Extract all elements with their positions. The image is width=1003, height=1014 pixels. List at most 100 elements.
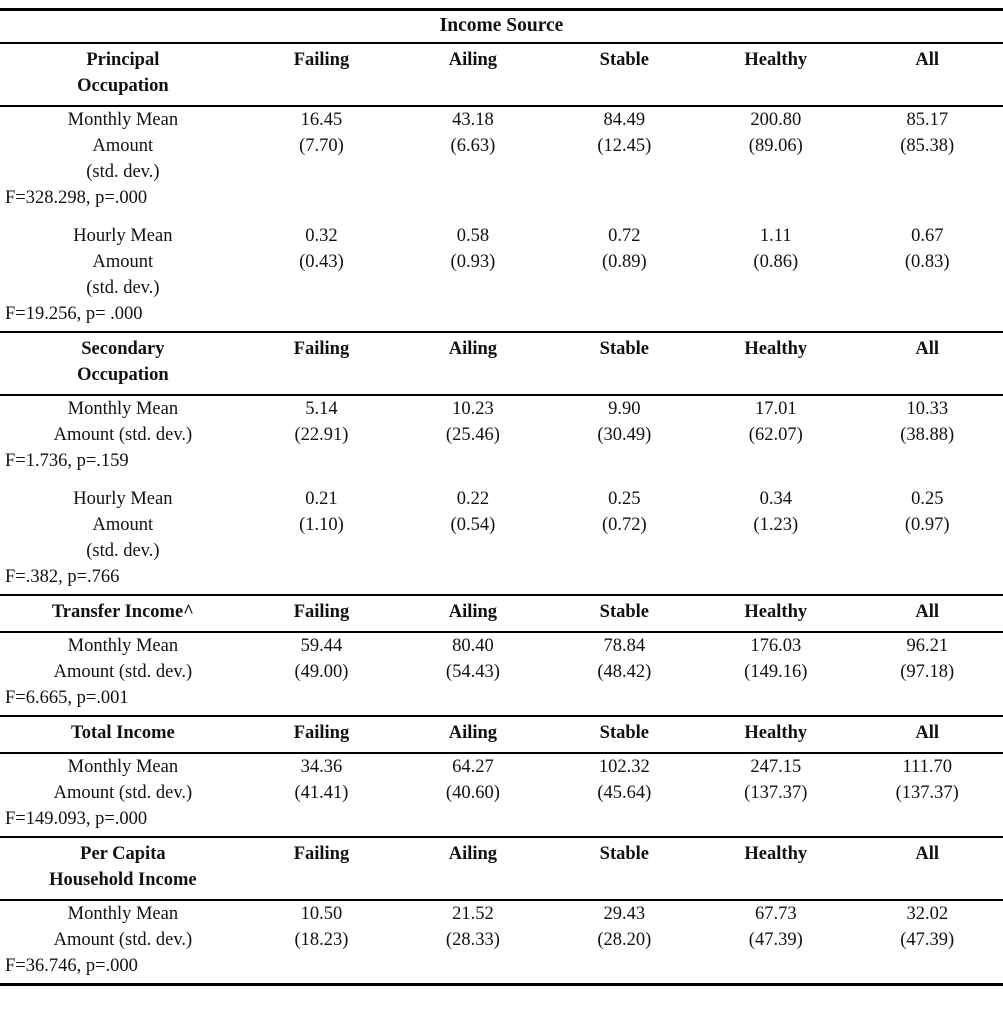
row-label: Monthly Mean — [67, 636, 179, 656]
cell-mean: 10.50 — [300, 904, 343, 924]
cell-mean: 102.32 — [598, 757, 650, 777]
table-title-section: Income Source — [0, 8, 1003, 44]
row-label: Amount (std. dev.) — [53, 662, 193, 682]
table-row: Monthly Mean 16.45 43.18 84.49 200.80 85… — [0, 106, 1003, 133]
cell-mean: 84.49 — [603, 110, 646, 130]
column-header-failing: Failing — [245, 42, 398, 107]
stat-row: F=149.093, p=.000 — [0, 806, 1003, 837]
row-label: Amount (std. dev.) — [53, 783, 193, 803]
empty-cell — [246, 538, 397, 564]
cell-stddev: (47.39) — [748, 930, 803, 950]
cell-stddev: (40.60) — [445, 783, 500, 803]
cell-mean: 0.25 — [911, 489, 944, 509]
row-label: Hourly Mean — [73, 489, 173, 509]
cell-mean: 16.45 — [300, 110, 343, 130]
cell-mean: 0.58 — [456, 226, 490, 246]
empty-cell — [246, 275, 397, 301]
cell-stddev: (6.63) — [450, 136, 496, 156]
cell-stddev: (38.88) — [900, 425, 955, 445]
cell-mean: 32.02 — [906, 904, 949, 924]
cell-stddev: (1.23) — [753, 515, 799, 535]
row-label: (std. dev.) — [86, 278, 160, 298]
empty-cell — [246, 159, 397, 185]
column-header-ailing: Ailing — [397, 836, 549, 901]
cell-stddev: (0.97) — [904, 515, 950, 535]
f-statistic: F=36.746, p=.000 — [0, 953, 1003, 986]
cell-mean: 43.18 — [452, 110, 494, 130]
cell-mean: 21.52 — [452, 904, 494, 924]
table-row: (std. dev.) — [0, 159, 1003, 185]
row-label: Amount (std. dev.) — [53, 425, 193, 445]
stat-row: F=.382, p=.766 — [0, 564, 1003, 595]
cell-mean: 0.32 — [305, 226, 338, 246]
empty-cell — [397, 538, 548, 564]
row-label: (std. dev.) — [86, 541, 160, 561]
table-row: Amount (std. dev.) (49.00) (54.43) (48.4… — [0, 659, 1003, 685]
section-title: Principal Occupation — [0, 42, 246, 107]
table-row: (std. dev.) — [0, 275, 1003, 301]
column-header-healthy: Healthy — [700, 331, 852, 396]
section-header-row: Total Income Failing Ailing Stable Healt… — [0, 715, 1003, 754]
column-header-all: All — [851, 331, 1003, 396]
column-header-healthy: Healthy — [700, 836, 852, 901]
cell-stddev: (7.70) — [299, 136, 344, 156]
cell-stddev: (47.39) — [900, 930, 955, 950]
cell-stddev: (0.93) — [450, 252, 496, 272]
column-header-ailing: Ailing — [397, 594, 549, 633]
column-header-healthy: Healthy — [700, 594, 852, 633]
cell-mean: 80.40 — [452, 636, 494, 656]
section-title-line: Per Capita — [80, 844, 166, 864]
cell-mean: 0.34 — [759, 489, 792, 509]
cell-stddev: (41.41) — [294, 783, 349, 803]
table-row: Amount (std. dev.) (18.23) (28.33) (28.2… — [0, 927, 1003, 953]
cell-stddev: (48.42) — [597, 662, 652, 682]
column-header-stable: Stable — [548, 331, 701, 396]
row-label: Amount — [92, 515, 154, 535]
cell-mean: 29.43 — [603, 904, 646, 924]
f-statistic: F=1.736, p=.159 — [5, 451, 129, 471]
section-secondary-occupation: Secondary Occupation Failing Ailing Stab… — [0, 331, 1003, 595]
table-row: Monthly Mean 59.44 80.40 78.84 176.03 96… — [0, 632, 1003, 659]
section-header-row: Secondary Occupation Failing Ailing Stab… — [0, 331, 1003, 396]
cell-mean: 67.73 — [754, 904, 797, 924]
section-title-line: Household Income — [49, 870, 197, 890]
f-statistic: F=19.256, p= .000 — [5, 304, 143, 324]
cell-stddev: (137.37) — [744, 783, 808, 803]
section-header-row: Principal Occupation Failing Ailing Stab… — [0, 42, 1003, 107]
cell-stddev: (28.20) — [597, 930, 652, 950]
section-title: Secondary Occupation — [0, 331, 246, 396]
column-header-ailing: Ailing — [397, 331, 549, 396]
cell-mean: 0.22 — [456, 489, 490, 509]
table-row: Amount (std. dev.) (41.41) (40.60) (45.6… — [0, 780, 1003, 806]
cell-mean: 9.90 — [608, 399, 641, 419]
cell-mean: 1.11 — [759, 226, 792, 246]
column-header-healthy: Healthy — [700, 715, 852, 754]
cell-stddev: (89.06) — [748, 136, 803, 156]
f-statistic: F=328.298, p=.000 — [5, 188, 148, 208]
section-title-line: Secondary — [81, 339, 165, 359]
empty-cell — [852, 538, 1003, 564]
column-header-stable: Stable — [548, 836, 701, 901]
section-total-income: Total Income Failing Ailing Stable Healt… — [0, 715, 1003, 837]
table-row: Hourly Mean 0.21 0.22 0.25 0.34 0.25 — [0, 486, 1003, 512]
column-header-stable: Stable — [548, 594, 701, 633]
cell-stddev: (0.86) — [753, 252, 799, 272]
column-header-failing: Failing — [245, 715, 398, 754]
empty-cell — [549, 275, 700, 301]
row-label: (std. dev.) — [86, 162, 160, 182]
table-row: Hourly Mean 0.32 0.58 0.72 1.11 0.67 — [0, 223, 1003, 249]
column-header-ailing: Ailing — [397, 42, 549, 107]
cell-stddev: (62.07) — [748, 425, 803, 445]
cell-mean: 0.72 — [608, 226, 641, 246]
cell-stddev: (12.45) — [597, 136, 652, 156]
cell-mean: 10.23 — [452, 399, 494, 419]
section-title-line: Occupation — [77, 76, 169, 96]
cell-stddev: (149.16) — [744, 662, 808, 682]
document-page: Income Source Principal Occupation Faili… — [0, 8, 1003, 986]
section-header-row: Per Capita Household Income Failing Aili… — [0, 836, 1003, 901]
column-header-failing: Failing — [245, 594, 398, 633]
row-label: Monthly Mean — [67, 399, 179, 419]
empty-cell — [397, 159, 548, 185]
cell-mean: 78.84 — [603, 636, 646, 656]
cell-stddev: (28.33) — [445, 930, 500, 950]
